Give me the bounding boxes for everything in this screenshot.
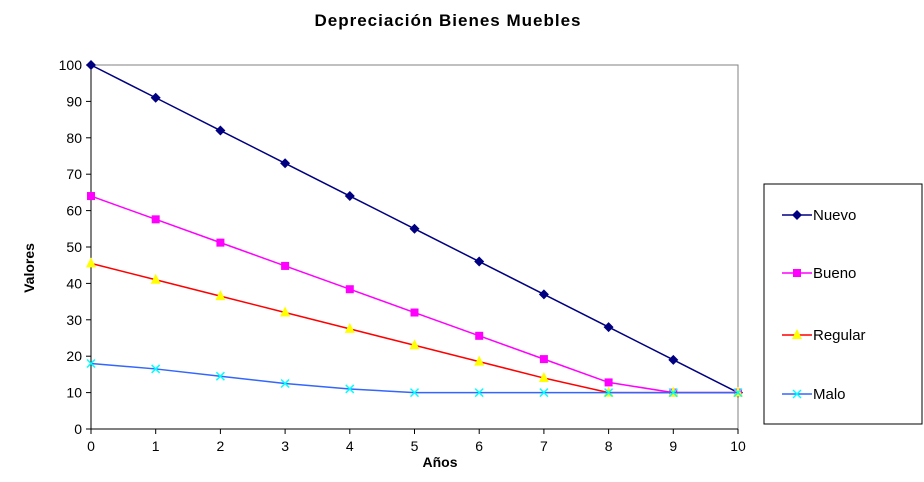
x-tick-label: 2: [217, 438, 225, 454]
data-point-marker: [792, 389, 802, 399]
x-tick-label: 1: [152, 438, 160, 454]
data-point-marker: [215, 290, 226, 301]
x-tick-label: 0: [87, 438, 95, 454]
legend-label: Bueno: [813, 265, 856, 282]
data-point-marker: [733, 388, 743, 398]
data-point-marker: [215, 371, 225, 381]
data-point-marker: [345, 384, 355, 394]
legend-entry-bueno: Bueno: [782, 265, 856, 282]
data-point-marker: [344, 322, 355, 333]
x-tick-label: 7: [540, 438, 548, 454]
data-point-marker: [409, 388, 420, 398]
y-tick-label: 60: [66, 203, 82, 219]
data-point-marker: [793, 269, 801, 277]
y-tick-label: 100: [59, 57, 83, 73]
data-point-marker: [474, 355, 485, 366]
y-tick-label: 20: [66, 348, 82, 364]
x-tick-label: 10: [730, 438, 746, 454]
chart-title: Depreciación Bienes Muebles: [315, 11, 582, 30]
x-axis-title: Años: [423, 454, 458, 470]
x-tick-label: 4: [346, 438, 354, 454]
data-point-marker: [603, 322, 614, 333]
data-point-marker: [151, 215, 160, 224]
data-point-marker: [792, 329, 802, 339]
legend-entry-regular: Regular: [782, 327, 866, 344]
data-point-marker: [409, 223, 420, 234]
x-tick-label: 3: [281, 438, 289, 454]
legend-label: Regular: [813, 327, 866, 344]
y-tick-label: 70: [66, 166, 82, 182]
legend-label: Malo: [813, 386, 846, 403]
data-point-marker: [86, 60, 96, 70]
data-point-marker: [281, 261, 290, 270]
y-axis-title: Valores: [21, 243, 37, 293]
y-tick-label: 30: [66, 312, 82, 328]
data-point-marker: [344, 191, 355, 202]
x-tick-label: 6: [475, 438, 483, 454]
data-point-marker: [86, 358, 96, 369]
x-tick-label: 5: [411, 438, 419, 454]
series-malo: [86, 358, 743, 398]
data-point-marker: [215, 125, 226, 136]
y-tick-label: 40: [66, 275, 82, 291]
y-tick-label: 50: [66, 239, 82, 255]
data-point-marker: [604, 378, 613, 387]
data-point-marker: [87, 192, 95, 201]
data-point-marker: [792, 210, 802, 220]
legend-label: Nuevo: [813, 207, 856, 224]
data-point-marker: [410, 308, 419, 317]
legend: Nuevo Bueno Regular Malo: [763, 183, 923, 425]
data-point-marker: [150, 92, 161, 103]
data-point-marker: [474, 388, 484, 398]
series-layer: [86, 60, 743, 398]
data-point-marker: [86, 257, 96, 268]
data-point-marker: [538, 372, 549, 383]
data-point-marker: [280, 158, 291, 169]
data-point-marker: [151, 364, 161, 374]
data-point-marker: [216, 238, 225, 247]
data-point-marker: [280, 378, 290, 389]
data-point-marker: [475, 331, 484, 340]
y-tick-label: 90: [66, 93, 82, 109]
axes: 0 10 20 30 40 50 60 70 80 90 100 0 1 2 3 4 5 6 7 8 9 10: [59, 57, 746, 454]
data-point-marker: [668, 388, 678, 398]
x-tick-label: 8: [605, 438, 613, 454]
data-point-marker: [668, 354, 679, 365]
data-point-marker: [409, 339, 420, 350]
data-point-marker: [604, 388, 614, 398]
data-point-marker: [474, 256, 485, 267]
plot-area: [90, 64, 739, 430]
data-point-marker: [538, 289, 549, 300]
data-point-marker: [280, 306, 291, 317]
legend-entry-nuevo: Nuevo: [782, 207, 856, 224]
data-point-marker: [539, 388, 549, 398]
x-tick-label: 9: [669, 438, 677, 454]
data-point-marker: [150, 273, 161, 284]
data-point-marker: [345, 285, 354, 294]
legend-box: [763, 183, 923, 425]
data-point-marker: [539, 355, 548, 364]
y-tick-label: 80: [66, 130, 82, 146]
y-tick-label: 10: [66, 385, 82, 401]
legend-entry-malo: Malo: [782, 386, 846, 403]
y-tick-label: 0: [74, 421, 82, 437]
